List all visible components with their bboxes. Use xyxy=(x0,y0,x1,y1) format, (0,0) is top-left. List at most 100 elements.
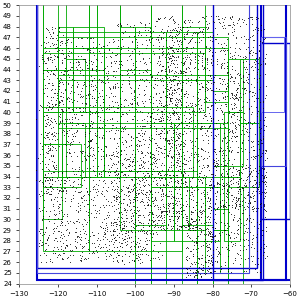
Point xyxy=(87,217,92,222)
Point xyxy=(146,175,151,179)
Point xyxy=(47,147,52,152)
Point xyxy=(216,252,220,256)
Point xyxy=(247,48,252,53)
Point xyxy=(196,158,201,163)
Bar xyxy=(151,171,166,230)
Point xyxy=(92,53,97,58)
Point xyxy=(34,168,38,173)
Point xyxy=(126,157,131,161)
Point xyxy=(169,125,174,130)
Point xyxy=(182,108,187,113)
Point xyxy=(161,220,166,225)
Point xyxy=(245,80,250,85)
Point xyxy=(136,92,141,96)
Point xyxy=(100,179,105,184)
Point xyxy=(162,16,167,21)
Point xyxy=(92,95,96,100)
Point xyxy=(61,91,66,96)
Point xyxy=(223,94,228,99)
Point xyxy=(87,189,92,194)
Point xyxy=(63,108,68,112)
Point xyxy=(161,31,166,35)
Point xyxy=(204,22,209,27)
Point xyxy=(264,148,268,153)
Point xyxy=(220,198,225,203)
Point xyxy=(66,116,71,121)
Point xyxy=(115,150,120,155)
Point xyxy=(119,222,124,227)
Point xyxy=(206,98,211,103)
Point xyxy=(71,178,76,183)
Point xyxy=(184,88,189,93)
Point xyxy=(59,194,64,199)
Point xyxy=(170,27,175,32)
Point xyxy=(225,66,230,71)
Point xyxy=(159,28,164,33)
Point xyxy=(244,59,249,64)
Point xyxy=(187,124,192,128)
Point xyxy=(166,55,171,60)
Point xyxy=(178,99,182,103)
Point xyxy=(182,37,187,42)
Point xyxy=(208,118,213,123)
Point xyxy=(146,221,150,226)
Point xyxy=(220,20,225,24)
Point xyxy=(212,92,217,96)
Point xyxy=(102,156,107,161)
Point xyxy=(114,222,119,226)
Point xyxy=(117,225,122,230)
Point xyxy=(106,106,111,111)
Point xyxy=(58,39,63,44)
Point xyxy=(56,81,61,85)
Point xyxy=(47,156,52,161)
Point xyxy=(139,128,144,132)
Point xyxy=(182,161,187,166)
Point xyxy=(189,184,194,188)
Point xyxy=(198,274,203,279)
Bar xyxy=(89,48,104,112)
Point xyxy=(216,249,220,254)
Point xyxy=(243,166,248,170)
Point xyxy=(91,249,95,254)
Point xyxy=(247,89,252,94)
Point xyxy=(92,169,96,174)
Point xyxy=(233,166,238,171)
Point xyxy=(43,45,48,50)
Point xyxy=(263,92,268,97)
Point xyxy=(158,146,163,150)
Point xyxy=(135,39,140,44)
Bar xyxy=(104,112,120,176)
Point xyxy=(133,234,137,239)
Point xyxy=(214,259,219,263)
Point xyxy=(132,257,137,262)
Point xyxy=(231,95,236,100)
Point xyxy=(193,53,198,58)
Point xyxy=(130,39,135,44)
Point xyxy=(61,251,66,256)
Point xyxy=(126,236,131,241)
Point xyxy=(190,218,195,223)
Point xyxy=(52,197,57,202)
Point xyxy=(147,155,152,160)
Point xyxy=(258,270,262,275)
Point xyxy=(61,51,65,56)
Point xyxy=(246,120,251,124)
Point xyxy=(252,98,257,103)
Point xyxy=(165,138,170,142)
Point xyxy=(117,72,122,76)
Point xyxy=(126,220,131,225)
Bar xyxy=(224,176,240,241)
Point xyxy=(42,184,47,188)
Point xyxy=(123,158,128,162)
Point xyxy=(246,165,251,170)
Point xyxy=(245,217,250,221)
Point xyxy=(125,216,130,220)
Point xyxy=(244,21,248,26)
Point xyxy=(132,163,136,168)
Point xyxy=(226,69,231,74)
Point xyxy=(124,218,129,223)
Point xyxy=(264,124,269,129)
Point xyxy=(188,221,193,226)
Bar xyxy=(135,75,151,128)
Point xyxy=(169,226,174,231)
